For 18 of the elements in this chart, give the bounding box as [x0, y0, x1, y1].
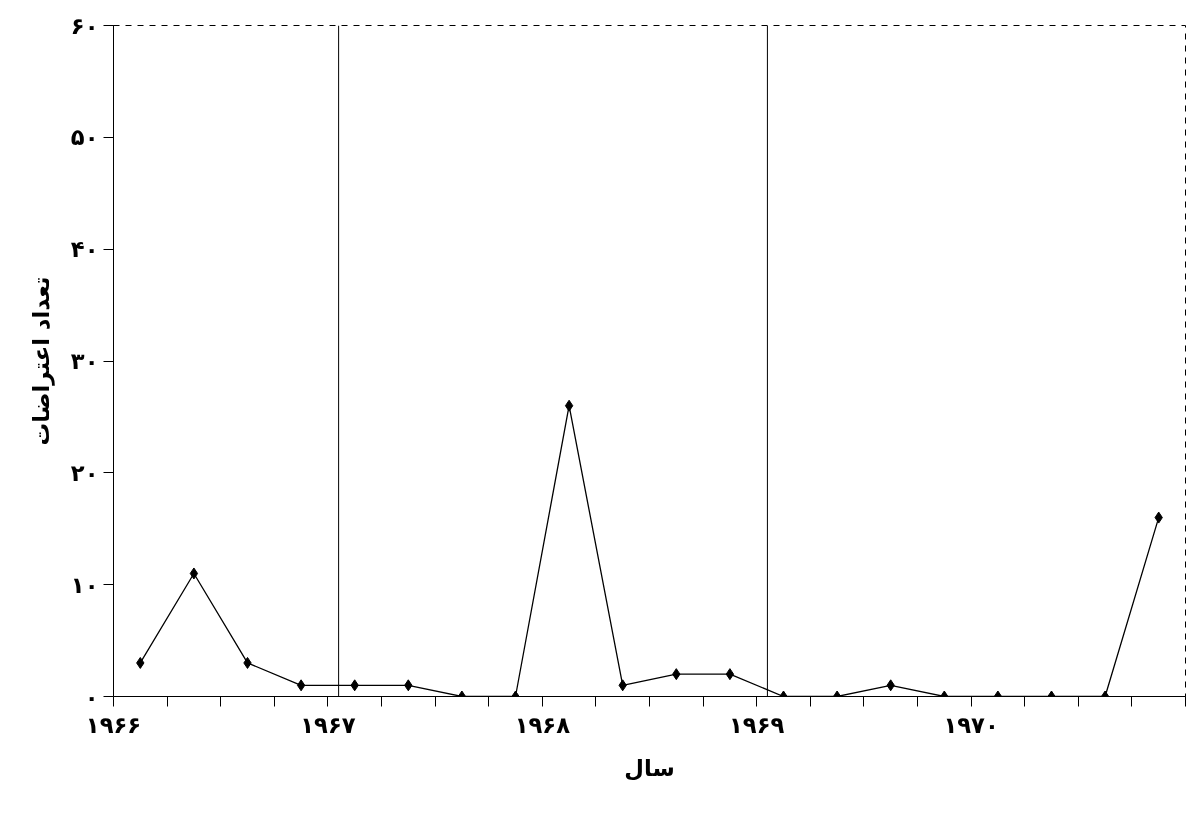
y-axis-title: تعداد اعتراضات [27, 276, 55, 446]
y-tick-label: ۲۰ [70, 459, 99, 486]
point [296, 679, 306, 692]
x-tick-label: ۱۹۶۶ [85, 711, 142, 738]
point [189, 567, 199, 580]
point [725, 668, 735, 681]
y-tick-label: ۴۰ [70, 236, 99, 263]
x-tick-label: ۱۹۶۸ [514, 711, 571, 738]
point [564, 399, 574, 412]
x-axis-title: سال [624, 754, 675, 781]
y-tick-label: ۶۰ [70, 12, 99, 39]
y-tick-label: ۵۰ [70, 124, 99, 151]
x-tick-label: ۱۹۷۰ [943, 711, 999, 738]
x-tick-label: ۱۹۶۹ [729, 711, 785, 738]
y-tick-label: ۳۰ [70, 348, 99, 374]
y-tick-label: ۱۰ [70, 571, 99, 598]
y-tick-label: ۰ [84, 683, 99, 710]
x-tick-label: ۱۹۶۷ [300, 711, 356, 738]
